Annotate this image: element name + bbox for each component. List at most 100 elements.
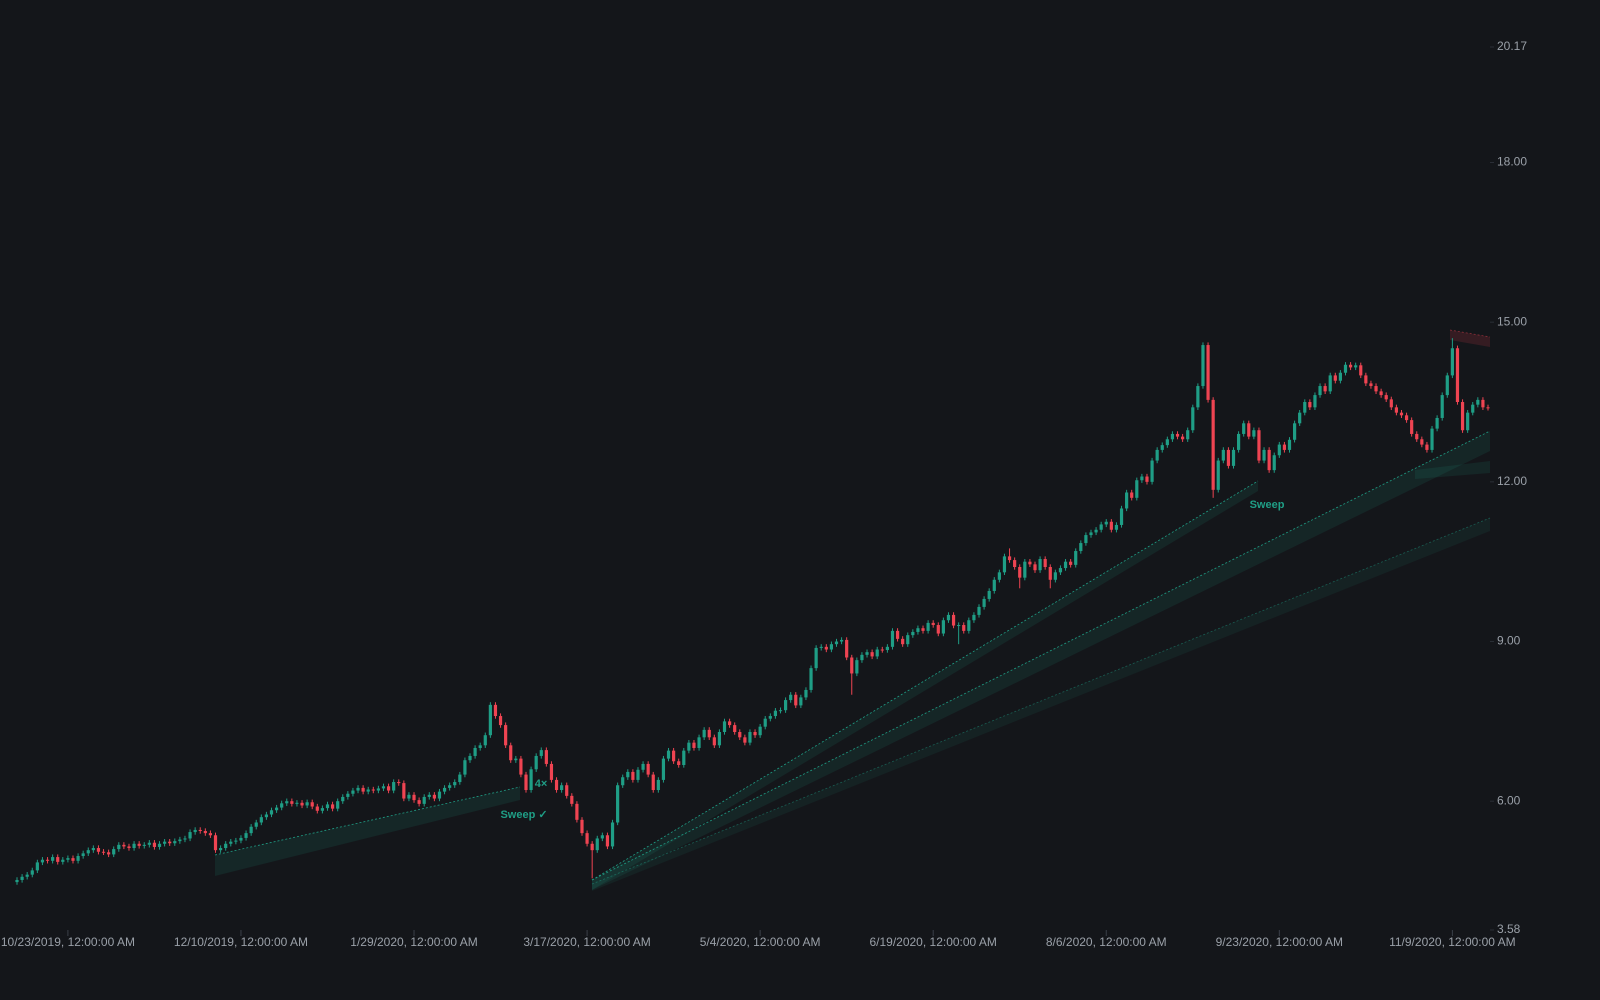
zone-line <box>591 480 1259 881</box>
candle-body <box>957 625 961 627</box>
candle-body <box>799 697 803 706</box>
candle-body <box>1063 561 1068 569</box>
candle-body <box>1094 529 1098 533</box>
x-tick-label: 5/4/2020, 12:00:00 AM <box>700 935 821 949</box>
zone-band <box>215 787 520 876</box>
candle-body <box>96 848 101 852</box>
candle-body <box>493 704 498 717</box>
candle-body <box>274 807 279 811</box>
candle-body <box>1262 449 1266 461</box>
candle-body <box>1389 399 1393 408</box>
candle-body <box>127 846 131 849</box>
candle-body <box>478 745 482 748</box>
candle-body <box>661 758 666 780</box>
candle-body <box>1333 375 1337 381</box>
x-tick-label: 10/23/2019, 12:00:00 AM <box>1 935 135 949</box>
candle-body <box>829 644 833 650</box>
candle-body <box>839 639 844 642</box>
candle-body <box>132 843 136 849</box>
candle-body <box>310 802 314 807</box>
x-tick-label: 8/6/2020, 12:00:00 AM <box>1046 935 1167 949</box>
candle-body <box>376 788 380 791</box>
candle-body <box>560 785 564 791</box>
candle-body <box>290 801 294 804</box>
candle-body <box>554 779 559 791</box>
candle-body <box>448 785 452 788</box>
candle-body <box>677 761 681 766</box>
candle-body <box>1053 572 1057 580</box>
candle-body <box>168 841 172 844</box>
candle-body <box>1471 404 1475 413</box>
candle-body <box>330 804 335 809</box>
candle-body <box>702 729 706 738</box>
candle-body <box>926 622 930 631</box>
candle-body <box>529 769 533 791</box>
candle-body <box>1211 399 1215 490</box>
candle-body <box>254 822 258 827</box>
candle-body <box>712 737 716 746</box>
candle-body <box>381 786 386 789</box>
candle-body <box>86 850 90 854</box>
candle-body <box>122 844 126 847</box>
candle-body <box>1404 415 1409 421</box>
candle-body <box>1435 417 1439 429</box>
candle-body <box>610 822 615 847</box>
candle-body <box>356 787 360 791</box>
candle-body <box>1313 395 1317 408</box>
candle-body <box>300 802 304 806</box>
candle-body <box>346 793 350 797</box>
x-tick-label: 1/29/2020, 12:00:00 AM <box>350 935 477 949</box>
candle-body <box>1338 372 1342 381</box>
candle-body <box>147 842 151 845</box>
candle-body <box>229 841 233 844</box>
y-tick-label: 9.00 <box>1497 634 1521 648</box>
candle-body <box>35 862 39 871</box>
candle-body <box>804 689 808 698</box>
candle-body <box>1440 395 1444 418</box>
candle-body <box>931 622 935 626</box>
candle-body <box>1399 412 1404 416</box>
candle-body <box>1247 423 1251 437</box>
candle-body <box>1237 433 1241 450</box>
candle-body <box>305 802 309 806</box>
candle-body <box>1298 412 1302 424</box>
candle-body <box>1079 543 1083 552</box>
candle-body <box>498 716 503 726</box>
candle-body <box>1476 399 1480 405</box>
candle-body <box>1084 535 1088 544</box>
candle-body <box>1466 412 1470 431</box>
candle-body <box>152 842 157 847</box>
candle-body <box>1486 407 1490 409</box>
candle-body <box>748 732 752 743</box>
candle-body <box>468 755 472 761</box>
candle-body <box>1048 567 1052 580</box>
candle-body <box>590 843 594 851</box>
zone-band <box>1450 330 1490 347</box>
candle-body <box>692 742 696 748</box>
candle-body <box>1420 439 1424 445</box>
candle-body <box>773 710 778 717</box>
candle-body <box>453 782 457 786</box>
candle-body <box>1287 439 1292 450</box>
candle-body <box>1058 568 1063 573</box>
candle-body <box>1277 444 1281 456</box>
annotation: Sweep <box>1250 499 1285 511</box>
zone-line <box>214 786 521 856</box>
candle-body <box>280 803 284 808</box>
candle-body <box>315 806 319 811</box>
candle-body <box>605 835 610 847</box>
candle-body <box>351 790 355 794</box>
candle-body <box>219 848 223 851</box>
candle-body <box>641 763 645 770</box>
candle-body <box>987 590 991 599</box>
candle-body <box>967 620 971 631</box>
candle-body <box>15 879 19 883</box>
candle-body <box>1135 480 1139 498</box>
candle-body <box>565 785 569 796</box>
candle-body <box>112 849 116 855</box>
candle-body <box>707 729 711 738</box>
candle-body <box>1150 460 1154 482</box>
candle-body <box>361 787 365 792</box>
candle-body <box>504 725 508 746</box>
candle-body <box>539 750 543 756</box>
